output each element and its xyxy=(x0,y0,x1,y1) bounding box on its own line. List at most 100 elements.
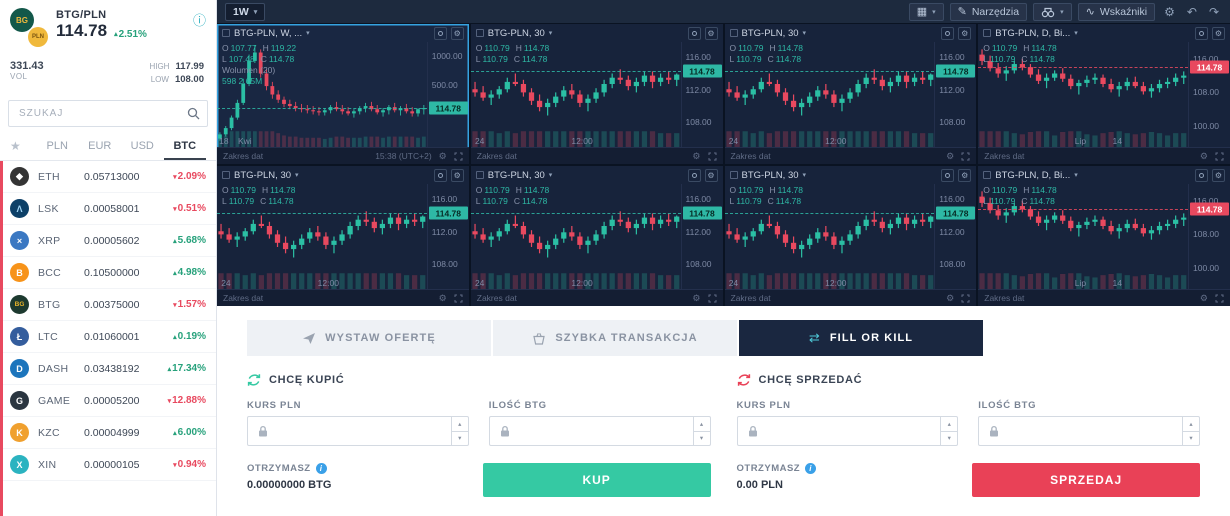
chart-title-caret-icon[interactable]: ▾ xyxy=(306,30,310,37)
market-row[interactable]: Ł LTC 0.01060001 ▴ 0.19% xyxy=(3,321,216,353)
chart-foot-settings-icon[interactable]: ⚙ xyxy=(438,292,447,303)
chart-foot-settings-icon[interactable]: ⚙ xyxy=(1199,150,1208,161)
snapshot-icon[interactable] xyxy=(1195,26,1208,40)
chart-title-caret-icon[interactable]: ▾ xyxy=(548,172,553,179)
price-axis[interactable]: 114.78 116.00 108.00 100.00 xyxy=(1188,184,1230,289)
compare-button[interactable]: ▾ xyxy=(1033,2,1072,21)
date-range-label[interactable]: Zakres dat xyxy=(730,151,771,161)
fullscreen-icon[interactable] xyxy=(708,294,717,303)
market-row[interactable]: X XIN 0.00000105 ▾ 0.94% xyxy=(3,449,216,481)
tab-pln[interactable]: PLN xyxy=(46,140,68,152)
sell-amount-input[interactable]: ▴ ▾ xyxy=(978,416,1200,446)
tab-usd[interactable]: USD xyxy=(130,140,154,152)
snapshot-icon[interactable] xyxy=(941,168,955,182)
market-row[interactable]: × XRP 0.00005602 ▴ 5.68% xyxy=(3,225,216,257)
market-row[interactable]: B BCC 0.10500000 ▴ 4.98% xyxy=(3,257,216,289)
chart-settings-icon[interactable]: ⚙ xyxy=(704,26,718,40)
snapshot-icon[interactable] xyxy=(687,26,701,40)
buy-price-input[interactable]: ▴ ▾ xyxy=(247,416,469,446)
settings-gear-icon[interactable]: ⚙ xyxy=(1164,4,1175,19)
fullscreen-icon[interactable] xyxy=(1215,294,1224,303)
fullscreen-icon[interactable] xyxy=(1215,152,1224,161)
snapshot-icon[interactable] xyxy=(687,168,701,182)
snapshot-icon[interactable] xyxy=(941,26,955,40)
market-row[interactable]: BG BTG 0.00375000 ▾ 1.57% xyxy=(3,289,216,321)
chart-cell[interactable]: BTG-PLN, 30 ▾ ⚙ O 110.79 H 114.78 L 110.79 C 11… xyxy=(724,166,977,306)
chart-title-caret-icon[interactable]: ▾ xyxy=(1074,172,1078,179)
info-icon[interactable]: i xyxy=(805,463,817,474)
buy-button[interactable]: KUP xyxy=(482,463,711,497)
snapshot-icon[interactable] xyxy=(433,168,447,182)
chart-foot-settings-icon[interactable]: ⚙ xyxy=(692,150,701,161)
chart-cell[interactable]: BTG-PLN, 30 ▾ ⚙ O 110.79 H 114.78 L 110.79 C 11… xyxy=(470,24,723,164)
step-up-icon[interactable]: ▴ xyxy=(451,417,468,432)
date-range-label[interactable]: Zakres dat xyxy=(984,293,1025,303)
undo-icon[interactable]: ↶ xyxy=(1186,4,1197,19)
fullscreen-icon[interactable] xyxy=(454,294,463,303)
chart-cell[interactable]: BTG-PLN, 30 ▾ ⚙ O 110.79 H 114.78 L 110.79 C 11… xyxy=(217,166,469,306)
date-range-label[interactable]: Zakres dat xyxy=(223,151,264,161)
date-range-label[interactable]: Zakres dat xyxy=(476,293,517,303)
market-row[interactable]: ◆ ETH 0.05713000 ▾ 2.09% xyxy=(3,161,216,193)
chart-foot-settings-icon[interactable]: ⚙ xyxy=(1199,292,1208,303)
fullscreen-icon[interactable] xyxy=(961,152,970,161)
layout-select[interactable]: ▦ ▾ xyxy=(908,2,944,21)
fullscreen-icon[interactable] xyxy=(961,294,970,303)
sell-button[interactable]: SPRZEDAJ xyxy=(972,463,1200,497)
chart-cell[interactable]: BTG-PLN, W, ... ▾ ⚙ O 107.77 H 119.22 L 107.4… xyxy=(217,24,469,164)
snapshot-icon[interactable] xyxy=(1195,168,1208,182)
step-up-icon[interactable]: ▴ xyxy=(1183,417,1199,432)
chart-title-caret-icon[interactable]: ▾ xyxy=(1074,30,1078,37)
info-icon[interactable]: ⓘ xyxy=(192,13,206,28)
date-range-label[interactable]: Zakres dat xyxy=(223,293,264,303)
tab-btc[interactable]: BTC xyxy=(163,131,206,160)
step-up-icon[interactable]: ▴ xyxy=(941,417,958,432)
sell-price-input[interactable]: ▴ ▾ xyxy=(736,416,959,446)
date-range-label[interactable]: Zakres dat xyxy=(984,151,1025,161)
tab-fill-or-kill[interactable]: ⇄ FILL OR KILL xyxy=(739,320,983,356)
redo-icon[interactable]: ↷ xyxy=(1208,4,1219,19)
chart-settings-icon[interactable]: ⚙ xyxy=(958,26,972,40)
tools-button[interactable]: ✎ Narzędzia xyxy=(949,2,1028,21)
step-down-icon[interactable]: ▾ xyxy=(699,435,704,443)
chart-settings-icon[interactable]: ⚙ xyxy=(704,168,718,182)
chart-title-caret-icon[interactable]: ▾ xyxy=(295,172,299,179)
step-down-icon[interactable]: ▾ xyxy=(1189,435,1193,443)
step-down-icon[interactable]: ▾ xyxy=(947,435,951,443)
chart-title-caret-icon[interactable]: ▾ xyxy=(548,30,553,37)
indicators-button[interactable]: ∿ Wskaźniki xyxy=(1077,2,1156,21)
tab-place-offer[interactable]: WYSTAW OFERTĘ xyxy=(247,320,491,356)
price-axis[interactable]: 114.78 116.00 112.00 108.00 xyxy=(426,184,469,289)
chart-settings-icon[interactable]: ⚙ xyxy=(450,168,464,182)
chart-foot-settings-icon[interactable]: ⚙ xyxy=(946,292,955,303)
price-axis[interactable]: 114.78 116.00 108.00 100.00 xyxy=(1188,42,1230,147)
interval-select[interactable]: 1W ▾ xyxy=(225,2,266,21)
chart-foot-settings-icon[interactable]: ⚙ xyxy=(438,150,447,161)
chart-settings-icon[interactable]: ⚙ xyxy=(450,26,464,40)
chart-settings-icon[interactable]: ⚙ xyxy=(1212,168,1225,182)
chart-cell[interactable]: BTG-PLN, 30 ▾ ⚙ O 110.79 H 114.78 L 110.79 C 11… xyxy=(470,166,723,306)
price-axis[interactable]: 114.78 1000.00 500.00 xyxy=(426,42,469,147)
info-icon[interactable]: i xyxy=(315,463,327,474)
chart-settings-icon[interactable]: ⚙ xyxy=(958,168,972,182)
buy-amount-input[interactable]: ▴ ▾ xyxy=(488,416,711,446)
chart-foot-settings-icon[interactable]: ⚙ xyxy=(692,292,701,303)
chart-cell[interactable]: BTG-PLN, D, Bi... ▾ ⚙ O 110.79 H 114.78 L 110… xyxy=(978,166,1230,306)
tab-eur[interactable]: EUR xyxy=(88,140,112,152)
price-axis[interactable]: 114.78 116.00 112.00 108.00 xyxy=(934,42,976,147)
search-icon[interactable] xyxy=(187,107,200,120)
snapshot-icon[interactable] xyxy=(433,26,447,40)
fullscreen-icon[interactable] xyxy=(454,152,463,161)
search-input[interactable] xyxy=(8,100,208,127)
tab-quick-transaction[interactable]: SZYBKA TRANSAKCJA xyxy=(493,320,737,356)
chart-title-caret-icon[interactable]: ▾ xyxy=(802,172,807,179)
chart-foot-settings-icon[interactable]: ⚙ xyxy=(946,150,955,161)
market-row[interactable]: K KZC 0.00004999 ▴ 6.00% xyxy=(3,417,216,449)
date-range-label[interactable]: Zakres dat xyxy=(730,293,771,303)
favorites-tab-star-icon[interactable]: ★ xyxy=(10,138,21,153)
chart-cell[interactable]: BTG-PLN, D, Bi... ▾ ⚙ O 110.79 H 114.78 L 110… xyxy=(978,24,1230,164)
price-axis[interactable]: 114.78 116.00 112.00 108.00 xyxy=(680,42,723,147)
market-row[interactable]: Λ LSK 0.00058001 ▾ 0.51% xyxy=(3,193,216,225)
chart-title-caret-icon[interactable]: ▾ xyxy=(802,30,807,37)
chart-cell[interactable]: BTG-PLN, 30 ▾ ⚙ O 110.79 H 114.78 L 110.79 C 11… xyxy=(724,24,977,164)
